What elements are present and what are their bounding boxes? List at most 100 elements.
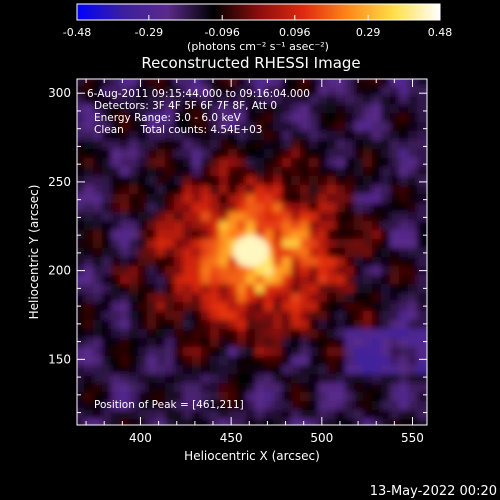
y-axis-label: Heliocentric Y (arcsec) [27,185,41,320]
heatmap-cell [219,419,232,425]
heatmap-cell [129,79,142,90]
heatmap-cell [77,311,88,324]
heatmap-cell [417,302,427,315]
heatmap-cell [417,293,427,306]
heatmap-cell [77,140,88,153]
heatmap-cell [282,419,295,425]
heatmap-cell [417,95,427,108]
heatmap-cell [417,176,427,189]
colorbar-unit-label: (photons cm⁻² s⁻¹ asec⁻²) [187,40,329,53]
heatmap-cell [417,347,427,360]
heatmap-cell [183,79,196,90]
heatmap-cell [399,79,412,90]
heatmap-cell [417,131,427,144]
heatmap-cell [111,79,124,90]
heatmap-cell [417,122,427,135]
heatmap-cell [201,419,214,425]
heatmap-cell [327,79,340,90]
heatmap-cell [77,401,88,414]
heatmap-cell [417,104,427,117]
heatmap-cell [417,167,427,180]
heatmap-cell [77,293,88,306]
heatmap-cell [417,275,427,288]
heatmap-cell [417,419,427,425]
heatmap-cell [77,356,88,369]
colorbar-tick-label: -0.096 [204,26,239,39]
heatmap-cell [273,419,286,425]
heatmap-cell [77,203,88,216]
heatmap-cell [77,149,88,162]
colorbar-tick-label: 0.29 [356,26,381,39]
heatmap-cell [417,230,427,243]
heatmap-cell [417,140,427,153]
heatmap-cell [354,419,367,425]
colorbar [77,4,440,20]
heatmap-cell [417,203,427,216]
heatmap-cell [417,212,427,225]
heatmap-cell [417,248,427,261]
heatmap-cell [77,374,88,387]
heatmap-cell [291,419,304,425]
heatmap-cell [165,419,178,425]
heatmap-cell [77,248,88,261]
heatmap-cell [183,419,196,425]
y-axis-ticks: 150 200 250 300 [48,86,427,414]
annotation-detectors: Detectors: 3F 4F 5F 6F 7F 8F, Att 0 [94,100,277,112]
heatmap-cell [417,311,427,324]
heatmap-cell [228,79,241,90]
heatmap-cell [417,185,427,198]
heatmap-cell [111,419,124,425]
heatmap-cell [84,419,97,425]
heatmap-cell [210,79,223,90]
heatmap-cell [219,79,232,90]
heatmap-cell [228,419,241,425]
colorbar-ticks: -0.48 -0.29 -0.096 0.096 0.29 0.48 [63,15,452,39]
heatmap-cell [77,266,88,279]
heatmap-cell [102,79,115,90]
heatmap-cell [417,284,427,297]
heatmap-cell [417,239,427,252]
heatmap-cell [93,79,106,90]
heatmap-cell [417,401,427,414]
colorbar-tick-label: -0.29 [135,26,163,39]
heatmap-cell [77,302,88,315]
heatmap-cell [336,419,349,425]
heatmap-cell [264,419,277,425]
heatmap-cell [77,284,88,297]
heatmap-cell [417,149,427,162]
heatmap-cell [417,410,427,423]
heatmap-cell [77,230,88,243]
heatmap-cell [165,79,178,90]
x-axis-label: Heliocentric X (arcsec) [184,449,320,463]
heatmap-cell [300,419,313,425]
heatmap-cell [138,419,151,425]
heatmap-cell [77,410,88,423]
heatmap-cell [77,95,88,108]
heatmap-cell [174,419,187,425]
heatmap-cell [156,419,169,425]
x-tick-label: 500 [310,431,333,445]
heatmap-cell [264,79,277,90]
heatmap-cell [120,79,133,90]
heatmap-cell [408,419,421,425]
heatmap-cell [327,419,340,425]
heatmap-cell [77,221,88,234]
heatmap-cell [309,79,322,90]
heatmap-cell [417,79,427,90]
heatmap-cell [120,419,133,425]
heatmap-cell [237,419,250,425]
heatmap-cell [417,221,427,234]
heatmap-cell [77,131,88,144]
heatmap-cell [201,79,214,90]
heatmap-cell [417,257,427,270]
heatmap-cell [102,419,115,425]
heatmap-cell [417,383,427,396]
heatmap-cell [129,419,142,425]
heatmap-cell [417,194,427,207]
y-tick-label: 200 [48,264,71,278]
heatmap-cell [77,185,88,198]
heatmap-cell [417,365,427,378]
heatmap-cell [417,320,427,333]
y-tick-label: 250 [48,175,71,189]
